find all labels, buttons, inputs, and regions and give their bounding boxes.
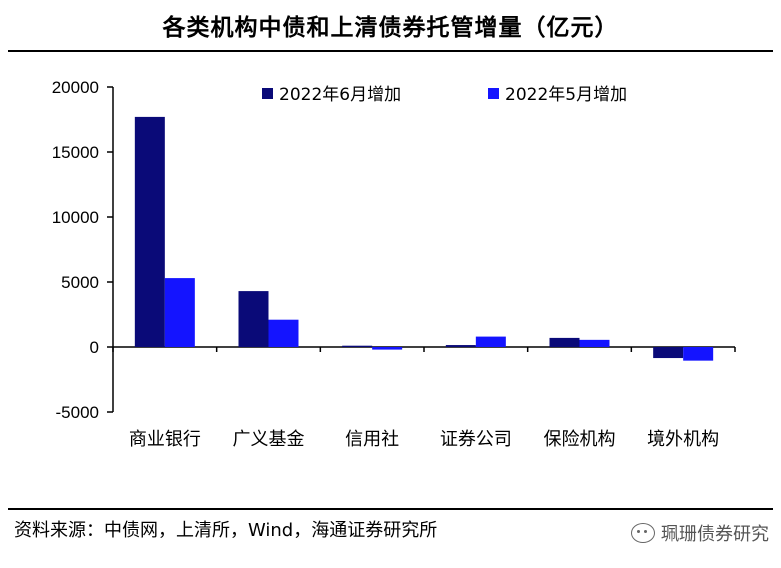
- x-category-label: 保险机构: [544, 429, 616, 450]
- title-divider: [8, 50, 773, 52]
- x-category-label: 广义基金: [233, 429, 305, 450]
- bar-jun-2: [342, 345, 373, 347]
- y-tick-label: 10000: [52, 208, 99, 227]
- legend-label: 2022年6月增加: [279, 85, 401, 105]
- bar-may-1: [268, 319, 299, 347]
- footer-divider: [8, 508, 773, 510]
- bar-jun-1: [238, 291, 269, 347]
- bar-jun-5: [653, 347, 684, 359]
- bar-may-5: [683, 347, 714, 361]
- bar-may-4: [579, 339, 610, 347]
- legend-label: 2022年5月增加: [505, 85, 627, 105]
- x-category-label: 商业银行: [129, 429, 201, 450]
- legend-swatch: [488, 88, 499, 99]
- wechat-icon: [631, 523, 655, 543]
- y-tick-label: 0: [90, 338, 99, 357]
- y-tick-label: 15000: [52, 143, 99, 162]
- y-tick-label: 20000: [52, 78, 99, 97]
- bar-jun-3: [445, 345, 476, 347]
- bar-jun-4: [549, 337, 580, 347]
- x-category-label: 信用社: [345, 429, 399, 450]
- bar-chart: -5000 0 5000 10000 15000 20000 商业银行 广义基金 信用社 证券公司…: [52, 78, 736, 450]
- watermark-text: 珮珊债券研究: [661, 524, 769, 545]
- y-tick-label: -5000: [56, 403, 99, 422]
- y-tick-label: 5000: [61, 273, 99, 292]
- x-category-label: 境外机构: [647, 429, 719, 450]
- legend-swatch: [262, 88, 273, 99]
- source-note: 资料来源：中债网，上清所，Wind，海通证券研究所: [14, 520, 438, 541]
- bar-may-0: [164, 278, 195, 347]
- bar-may-2: [372, 347, 403, 350]
- watermark: 珮珊债券研究: [631, 520, 769, 546]
- bar-jun-0: [134, 116, 165, 348]
- x-category-label: 证券公司: [440, 429, 512, 450]
- chart-title: 各类机构中债和上清债券托管增量（亿元）: [162, 15, 619, 41]
- bar-may-3: [475, 336, 506, 347]
